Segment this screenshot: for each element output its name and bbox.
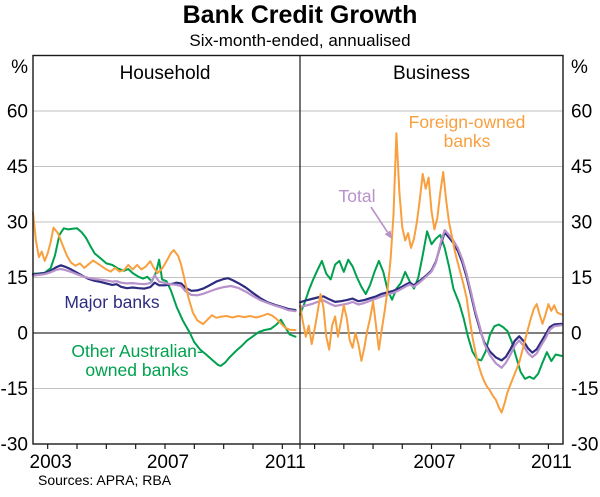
series-business-major — [298, 231, 563, 362]
foreign-banks-label: Foreign-owned — [409, 112, 526, 132]
y-label-left-60: 60 — [7, 102, 28, 123]
y-label-left-15: 15 — [7, 268, 28, 289]
y-unit-left: % — [11, 57, 28, 78]
total-label: Total — [339, 186, 376, 206]
other-banks-label: Other Australian- — [71, 341, 202, 361]
total-label-arrow-line — [370, 206, 389, 233]
series-household-other — [32, 227, 297, 367]
series-household-major — [31, 264, 297, 312]
y-unit-right: % — [571, 57, 588, 78]
y-label-left-30: 30 — [7, 213, 28, 234]
y-label-left--30: -30 — [1, 435, 28, 456]
panel-title-household: Household — [120, 63, 211, 84]
series-business-total — [298, 229, 563, 369]
total-label-arrow-head — [384, 230, 392, 239]
y-label-right--15: -15 — [571, 379, 598, 400]
chart-sources: Sources: APRA; RBA — [38, 472, 172, 488]
series-household-foreign — [32, 211, 297, 331]
series-business-foreign — [299, 132, 563, 414]
x-label-1-2011: 2011 — [531, 452, 572, 473]
foreign-banks-label-line2: banks — [444, 131, 491, 151]
y-label-right-0: 0 — [571, 324, 582, 345]
y-label-right-15: 15 — [571, 268, 592, 289]
y-label-left-45: 45 — [7, 157, 28, 178]
y-label-right--30: -30 — [571, 435, 598, 456]
chart-title: Bank Credit Growth — [182, 1, 418, 29]
x-label-0-2011: 2011 — [265, 452, 306, 473]
y-label-right-30: 30 — [571, 213, 592, 234]
x-label-1-2007: 2007 — [413, 452, 455, 473]
x-label-0-2007: 2007 — [147, 452, 189, 473]
y-label-left-0: 0 — [17, 324, 28, 345]
x-label-0-2003: 2003 — [30, 452, 72, 473]
other-banks-label-line2: owned banks — [85, 360, 188, 380]
y-label-left--15: -15 — [1, 379, 28, 400]
y-label-right-45: 45 — [571, 157, 592, 178]
series-household-total — [31, 267, 297, 313]
series-business-other — [299, 230, 563, 380]
major-banks-label: Major banks — [64, 292, 160, 312]
plot-frame — [32, 54, 564, 445]
chart-subtitle: Six-month-ended, annualised — [189, 31, 411, 50]
panel-title-business: Business — [393, 63, 470, 84]
y-label-right-60: 60 — [571, 102, 592, 123]
